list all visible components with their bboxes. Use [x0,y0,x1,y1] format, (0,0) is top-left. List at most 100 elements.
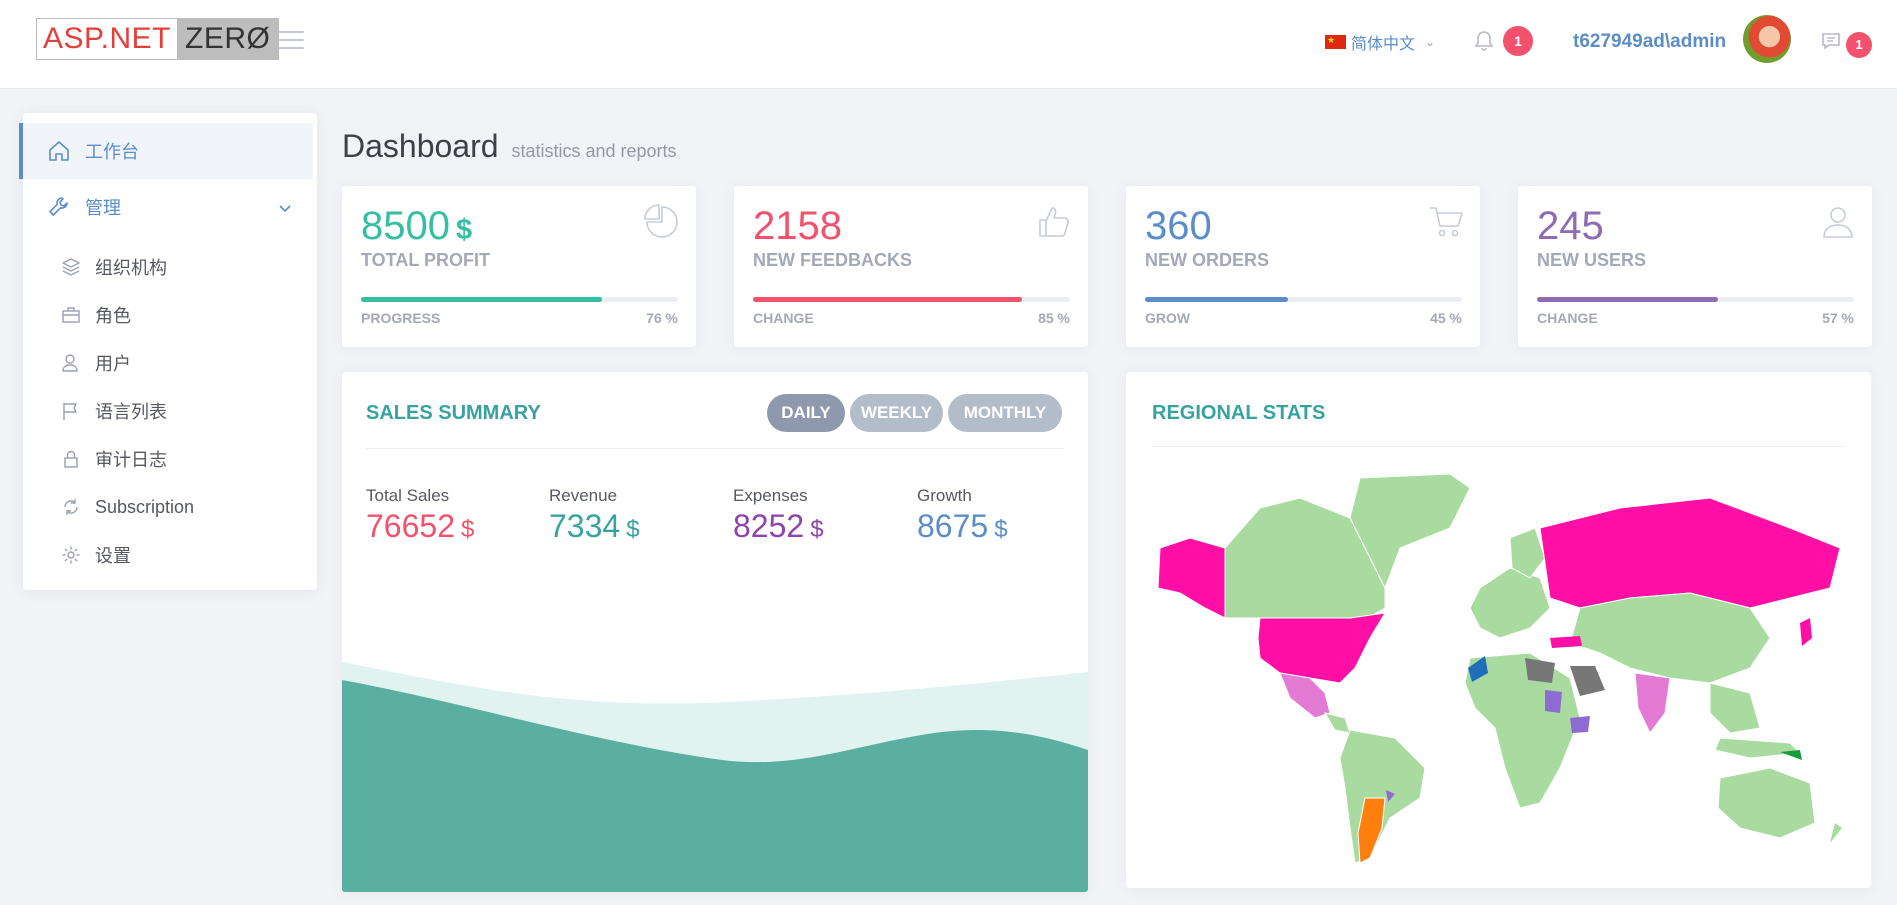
sidebar-item-roles[interactable]: 角色 [23,295,317,335]
sidebar-item-label: 工作台 [85,142,139,162]
china-flag-icon [1325,35,1346,49]
sidebar-subitem-label: 设置 [95,546,131,566]
stat-progress-bar [753,297,1070,302]
briefcase-icon [61,306,83,324]
user-outline-icon [1820,204,1856,245]
stat-progress-fill [361,297,602,302]
stat-value: 360 [1145,204,1212,248]
top-header: ASP.NET ZERØ 简体中文 ⌄ 1 t627949ad\admin 1 [0,0,1897,89]
divider [366,448,1064,449]
sidebar-item-languages[interactable]: 语言列表 [23,391,317,431]
stat-progress-fill [753,297,1023,302]
weekly-button[interactable]: WEEKLY [850,394,943,432]
chat-icon[interactable] [1821,32,1841,55]
stat-footer: GROW 45 % [1145,310,1462,326]
stat-progress-bar [1537,297,1854,302]
language-selector[interactable]: 简体中文 ⌄ [1325,30,1435,54]
sales-area-chart [342,662,1088,892]
stat-footer-label: GROW [1145,310,1191,326]
stat-card-new-users: 245 NEW USERS CHANGE 57 % [1518,186,1872,347]
stat-progress-bar [1145,297,1462,302]
page-title: Dashboard statistics and reports [342,128,677,165]
stat-value: 245 [1537,204,1604,248]
sidebar-subitem-label: 语言列表 [95,402,167,422]
menu-toggle-icon[interactable] [279,31,304,55]
notification-bell-icon[interactable] [1474,30,1494,57]
sidebar-subitem-label: Subscription [95,496,195,517]
page-title-text: Dashboard [342,128,499,164]
stat-footer: CHANGE 57 % [1537,310,1854,326]
sales-summary-panel: SALES SUMMARY DAILY WEEKLY MONTHLY Total… [342,372,1088,892]
flag-icon [61,401,83,421]
stat-footer-label: CHANGE [1537,310,1598,326]
sidebar-item-label: 管理 [85,198,121,218]
regional-stats-title: REGIONAL STATS [1152,402,1326,424]
sidebar-item-users[interactable]: 用户 [23,343,317,383]
user-menu-name[interactable]: t627949ad\admin [1573,31,1727,52]
metric-expenses: Expenses 8252 $ [733,486,824,545]
stat-label: NEW ORDERS [1145,250,1270,270]
monthly-button[interactable]: MONTHLY [948,394,1062,432]
shopping-cart-icon [1428,204,1464,245]
metric-label: Growth [917,486,972,505]
sidebar-subitem-label: 审计日志 [95,450,167,470]
logo-text-asp: ASP.NET [37,19,177,59]
stat-footer-percent: 85 % [1038,310,1070,326]
metric-growth: Growth 8675 $ [917,486,1008,545]
home-icon [47,140,73,162]
sidebar-item-organization-units[interactable]: 组织机构 [23,247,317,287]
metric-label: Expenses [733,486,808,505]
stat-card-new-feedbacks: 2158 NEW FEEDBACKS CHANGE 85 % [734,186,1088,347]
stat-footer-label: CHANGE [753,310,814,326]
stat-value: 2158 [753,204,842,248]
lock-icon [61,449,83,469]
stat-footer-percent: 76 % [646,310,678,326]
sidebar-item-dashboard[interactable]: 工作台 [19,123,313,179]
sales-summary-title: SALES SUMMARY [366,402,541,424]
stat-footer: CHANGE 85 % [753,310,1070,326]
stat-label: TOTAL PROFIT [361,250,490,270]
stat-card-total-profit: 8500 $ TOTAL PROFIT PROGRESS 76 % [342,186,696,347]
logo-text-zero: ZERØ [177,19,279,59]
notification-count-badge[interactable]: 1 [1503,26,1533,56]
metric-value: 8252 $ [733,508,824,544]
metric-label: Total Sales [366,486,450,505]
chat-count-badge[interactable]: 1 [1846,32,1872,58]
stat-progress-fill [1145,297,1288,302]
page-subtitle: statistics and reports [511,141,677,161]
app-logo[interactable]: ASP.NET ZERØ [36,18,280,60]
divider [1152,446,1845,447]
metric-total-sales: Total Sales 76652 $ [366,486,474,545]
stat-card-new-orders: 360 NEW ORDERS GROW 45 % [1126,186,1480,347]
stat-progress-bar [361,297,678,302]
stat-footer-label: PROGRESS [361,310,441,326]
stat-progress-fill [1537,297,1718,302]
daily-button[interactable]: DAILY [767,394,845,432]
pie-chart-icon [644,204,680,245]
stat-footer-percent: 57 % [1822,310,1854,326]
stat-footer-percent: 45 % [1430,310,1462,326]
metric-value: 7334 $ [549,508,640,544]
metric-label: Revenue [549,486,618,505]
stat-label: NEW FEEDBACKS [753,250,913,270]
sidebar-item-administration[interactable]: 管理 [23,179,317,235]
regional-stats-panel: REGIONAL STATS [1126,372,1871,888]
chevron-down-icon [279,197,291,218]
sidebar-subitem-label: 组织机构 [95,258,167,278]
sidebar: 工作台 管理 组织机构 角色 用户 语言列表 [19,113,317,590]
sidebar-item-settings[interactable]: 设置 [23,535,317,575]
wrench-icon [47,195,73,219]
sidebar-subitem-label: 角色 [95,306,131,326]
metric-value: 76652 $ [366,508,475,544]
stat-label: NEW USERS [1537,250,1647,270]
gear-icon [61,545,83,565]
refresh-icon [61,497,83,517]
sidebar-subitem-label: 用户 [95,354,131,374]
sidebar-item-subscription[interactable]: Subscription [23,487,317,527]
user-avatar[interactable] [1743,15,1791,63]
chevron-down-icon: ⌄ [1425,35,1436,49]
metric-revenue: Revenue 7334 $ [549,486,640,545]
stat-value: 8500 $ [361,204,473,248]
world-map[interactable] [1150,468,1846,868]
sidebar-item-audit-logs[interactable]: 审计日志 [23,439,317,479]
